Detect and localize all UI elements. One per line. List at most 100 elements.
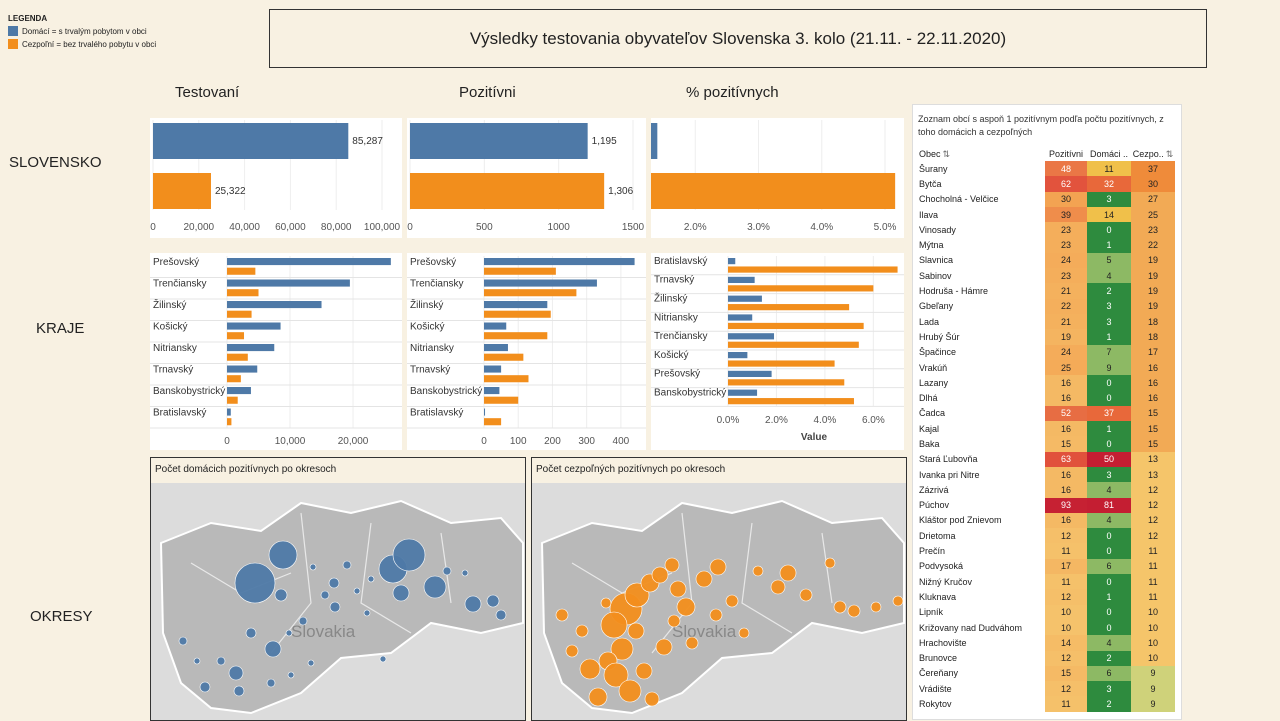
bar-nonresident[interactable]	[728, 266, 898, 273]
table-row[interactable]: Gbeľany 22 3 19	[913, 298, 1181, 314]
table-row[interactable]: Hrachovište 14 4 10	[913, 635, 1181, 651]
district-bubble[interactable]	[870, 601, 882, 613]
bar-nonresident[interactable]	[484, 418, 502, 426]
district-bubble[interactable]	[575, 624, 589, 638]
district-bubble[interactable]	[669, 580, 687, 598]
district-bubble[interactable]	[234, 562, 276, 604]
bar-nonresident[interactable]	[728, 379, 845, 386]
table-row[interactable]: Chocholná - Velčice 30 3 27	[913, 191, 1181, 207]
bar-nonresident[interactable]	[728, 285, 874, 292]
district-bubble[interactable]	[555, 608, 569, 622]
bar-domestic[interactable]	[153, 123, 349, 159]
map-nonresident[interactable]: Počet cezpoľných pozitívnych po okresoch…	[531, 457, 907, 721]
table-row[interactable]: Kajal 16 1 15	[913, 421, 1181, 437]
chart-regions-percent[interactable]: 0.0% 2.0% 4.0% 6.0% Bratislavský Trnavský Žili…	[651, 253, 904, 450]
table-row[interactable]: Stará Ľubovňa 63 50 13	[913, 451, 1181, 467]
table-row[interactable]: Vrakúň 25 9 16	[913, 359, 1181, 376]
table-row[interactable]: Ilava 39 14 25	[913, 206, 1181, 223]
table-row[interactable]: Kláštor pod Znievom 16 4 12	[913, 512, 1181, 529]
table-row[interactable]: Šurany 48 11 37	[913, 161, 1181, 177]
district-bubble[interactable]	[367, 575, 375, 583]
district-bubble[interactable]	[228, 665, 244, 681]
chart-slovakia-positive[interactable]: 0 500 1000 1500 1,195 1,306	[407, 118, 646, 238]
district-bubble[interactable]	[752, 565, 764, 577]
district-bubble[interactable]	[847, 604, 861, 618]
district-bubble[interactable]	[423, 575, 447, 599]
bar-nonresident[interactable]	[227, 289, 259, 297]
district-bubble[interactable]	[309, 563, 317, 571]
bar-nonresident[interactable]	[227, 375, 241, 383]
bar-domestic[interactable]	[484, 387, 500, 395]
district-bubble[interactable]	[287, 671, 295, 679]
bar-domestic[interactable]	[227, 408, 231, 416]
district-bubble[interactable]	[618, 679, 642, 703]
chart-regions-tested[interactable]: 0 10,000 20,000 Prešovský Trenčiansky Žilinsk…	[150, 253, 402, 450]
bar-nonresident[interactable]	[227, 310, 252, 318]
district-bubble[interactable]	[565, 644, 579, 658]
district-bubble[interactable]	[799, 588, 813, 602]
table-row[interactable]: Baka 15 0 15	[913, 436, 1181, 452]
bar-domestic[interactable]	[484, 301, 548, 309]
header-nonresident[interactable]: Cezpo.. ⇅	[1132, 148, 1174, 160]
table-row[interactable]: Čereňany 15 6 9	[913, 665, 1181, 682]
district-bubble[interactable]	[667, 614, 681, 628]
header-domestic[interactable]: Domáci ..	[1089, 149, 1128, 159]
bar-nonresident[interactable]	[484, 267, 556, 275]
district-bubble[interactable]	[379, 655, 387, 663]
district-bubble[interactable]	[216, 656, 226, 666]
bar-domestic[interactable]	[227, 279, 350, 287]
bar-nonresident[interactable]	[651, 173, 896, 209]
bar-nonresident[interactable]	[728, 341, 859, 348]
bar-domestic[interactable]	[227, 387, 251, 395]
bar-domestic[interactable]	[728, 370, 772, 378]
district-bubble[interactable]	[328, 577, 340, 589]
district-bubble[interactable]	[464, 595, 482, 613]
bar-domestic[interactable]	[484, 344, 508, 352]
district-bubble[interactable]	[635, 662, 653, 680]
table-row[interactable]: Drietoma 12 0 12	[913, 528, 1181, 544]
bar-nonresident[interactable]	[227, 332, 245, 340]
bar-nonresident[interactable]	[484, 289, 577, 297]
table-row[interactable]: Križovany nad Dudváhom 10 0 10	[913, 619, 1181, 636]
district-bubble[interactable]	[363, 609, 371, 617]
district-bubble[interactable]	[233, 685, 245, 697]
district-bubble[interactable]	[588, 687, 608, 707]
table-row[interactable]: Prečín 11 0 11	[913, 543, 1181, 559]
bar-domestic[interactable]	[651, 123, 658, 159]
district-bubble[interactable]	[579, 658, 601, 680]
district-bubble[interactable]	[268, 540, 298, 570]
bar-domestic[interactable]	[410, 123, 588, 159]
bar-nonresident[interactable]	[728, 360, 835, 367]
district-bubble[interactable]	[770, 579, 786, 595]
district-bubble[interactable]	[655, 638, 673, 656]
table-row[interactable]: Nižný Kručov 11 0 11	[913, 574, 1181, 590]
bar-domestic[interactable]	[484, 258, 635, 266]
district-bubble[interactable]	[392, 584, 410, 602]
district-bubble[interactable]	[353, 587, 361, 595]
district-bubble[interactable]	[709, 608, 723, 622]
district-bubble[interactable]	[298, 616, 308, 626]
table-row[interactable]: Lipník 10 0 10	[913, 604, 1181, 620]
district-bubble[interactable]	[486, 594, 500, 608]
district-bubble[interactable]	[285, 629, 293, 637]
table-row[interactable]: Mýtna 23 1 22	[913, 237, 1181, 253]
district-bubble[interactable]	[193, 657, 201, 665]
bar-nonresident[interactable]	[410, 173, 605, 209]
district-bubble[interactable]	[644, 691, 660, 707]
district-bubble[interactable]	[685, 636, 699, 650]
bar-nonresident[interactable]	[728, 398, 854, 405]
bar-nonresident[interactable]	[227, 353, 248, 361]
table-row[interactable]: Hrubý Šúr 19 1 18	[913, 329, 1181, 345]
table-row[interactable]: Vinosady 23 0 23	[913, 222, 1181, 238]
district-bubble[interactable]	[342, 560, 352, 570]
table-row[interactable]: Bytča 62 32 30	[913, 176, 1181, 192]
bar-nonresident[interactable]	[484, 353, 524, 361]
header-positive[interactable]: Pozitívni	[1048, 149, 1083, 159]
bar-domestic[interactable]	[484, 279, 597, 287]
table-row[interactable]: Špačince 24 7 17	[913, 344, 1181, 360]
bar-nonresident[interactable]	[227, 418, 232, 426]
table-row[interactable]: Ivanka pri Nitre 16 3 13	[913, 466, 1181, 483]
municipality-table[interactable]: Zoznam obcí s aspoň 1 pozitívnym podľa p…	[912, 104, 1182, 720]
bar-domestic[interactable]	[728, 314, 753, 321]
district-bubble[interactable]	[676, 597, 696, 617]
